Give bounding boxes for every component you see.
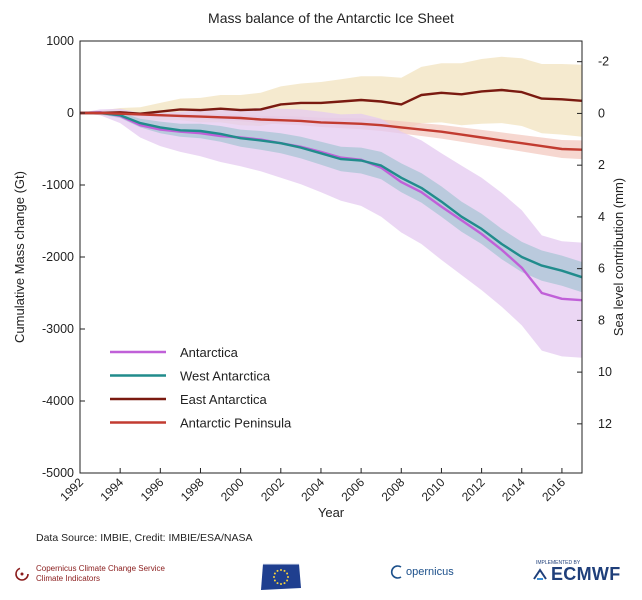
y2-tick-label: 12 <box>598 417 612 431</box>
legend-label: East Antarctica <box>180 392 267 407</box>
x-tick-label: 2016 <box>539 475 568 504</box>
copernicus-c-icon <box>390 565 402 579</box>
series-line-3 <box>80 88 583 115</box>
uncertainty-band-2 <box>80 111 582 293</box>
uncertainty-band-1 <box>80 108 582 358</box>
y2-axis-label: Sea level contribution (mm) <box>611 178 626 336</box>
y-tick-label: -3000 <box>42 322 74 336</box>
x-tick-label: 2000 <box>218 475 247 504</box>
x-tick-label: 1996 <box>138 475 167 504</box>
x-tick-label: 2012 <box>459 475 488 504</box>
y-tick-label: -4000 <box>42 394 74 408</box>
c3s-icon <box>15 567 29 581</box>
x-tick-label: 2006 <box>338 475 367 504</box>
series-line-2 <box>80 111 583 279</box>
y2-tick-label: -2 <box>598 55 609 69</box>
y-tick-label: 0 <box>67 106 74 120</box>
y2-tick-label: 0 <box>598 106 605 120</box>
y2-tick-label: 4 <box>598 210 605 224</box>
x-tick-label: 1994 <box>97 475 126 504</box>
y-tick-label: -1000 <box>42 178 74 192</box>
legend-label: West Antarctica <box>180 369 271 384</box>
c3s-line-1: Copernicus Climate Change Service <box>36 564 165 573</box>
chart-title: Mass balance of the Antarctic Ice Sheet <box>208 10 454 26</box>
y-axis-left: 1000 0 -1000 -2000 -3000 -4000 -5000 <box>42 34 85 480</box>
legend-label: Antarctic Peninsula <box>180 416 292 431</box>
c3s-line-2: Climate Indicators <box>36 574 101 583</box>
ecmwf-logo: IMPLEMENTED BY ECMWF <box>532 560 621 585</box>
x-tick-label: 2002 <box>258 475 287 504</box>
x-axis-label: Year <box>318 505 345 520</box>
ecmwf-icon <box>533 567 547 580</box>
y2-tick-label: 10 <box>598 365 612 379</box>
ecmwf-wordmark: ECMWF <box>551 564 621 584</box>
c3s-logo: Copernicus Climate Change Service Climat… <box>14 564 165 584</box>
x-tick-label: 2008 <box>379 475 408 504</box>
y2-tick-label: 6 <box>598 262 605 276</box>
footer-logos: Copernicus Climate Change Service Climat… <box>0 560 642 596</box>
copernicus-logo: opernicus <box>390 564 454 580</box>
y-tick-label: 1000 <box>46 34 74 48</box>
y2-tick-label: 2 <box>598 158 605 172</box>
ecmwf-tagline: IMPLEMENTED BY <box>536 560 581 566</box>
x-tick-label: 1998 <box>178 475 207 504</box>
legend-label: Antarctica <box>180 345 239 360</box>
x-tick-label: 2014 <box>499 475 528 504</box>
eu-flag-icon <box>261 563 301 590</box>
y2-tick-label: 8 <box>598 313 605 327</box>
y-tick-label: -2000 <box>42 250 74 264</box>
data-source-note: Data Source: IMBIE, Credit: IMBIE/ESA/NA… <box>36 532 253 544</box>
x-tick-label: 2004 <box>298 475 327 504</box>
copernicus-wordmark: opernicus <box>406 566 454 578</box>
y-tick-label: -5000 <box>42 466 74 480</box>
legend: Antarctica West Antarctica East Antarctica… <box>110 345 292 431</box>
series-line-1 <box>79 111 583 302</box>
series-lines <box>79 88 583 302</box>
mass-balance-chart: Mass balance of the Antarctic Ice Sheet … <box>12 10 626 520</box>
x-tick-label: 2010 <box>419 475 448 504</box>
series-line-4 <box>80 111 583 151</box>
y-axis-label: Cumulative Mass change (Gt) <box>12 171 27 343</box>
y-axis-right: -2 0 2 4 6 8 10 12 <box>577 55 612 431</box>
